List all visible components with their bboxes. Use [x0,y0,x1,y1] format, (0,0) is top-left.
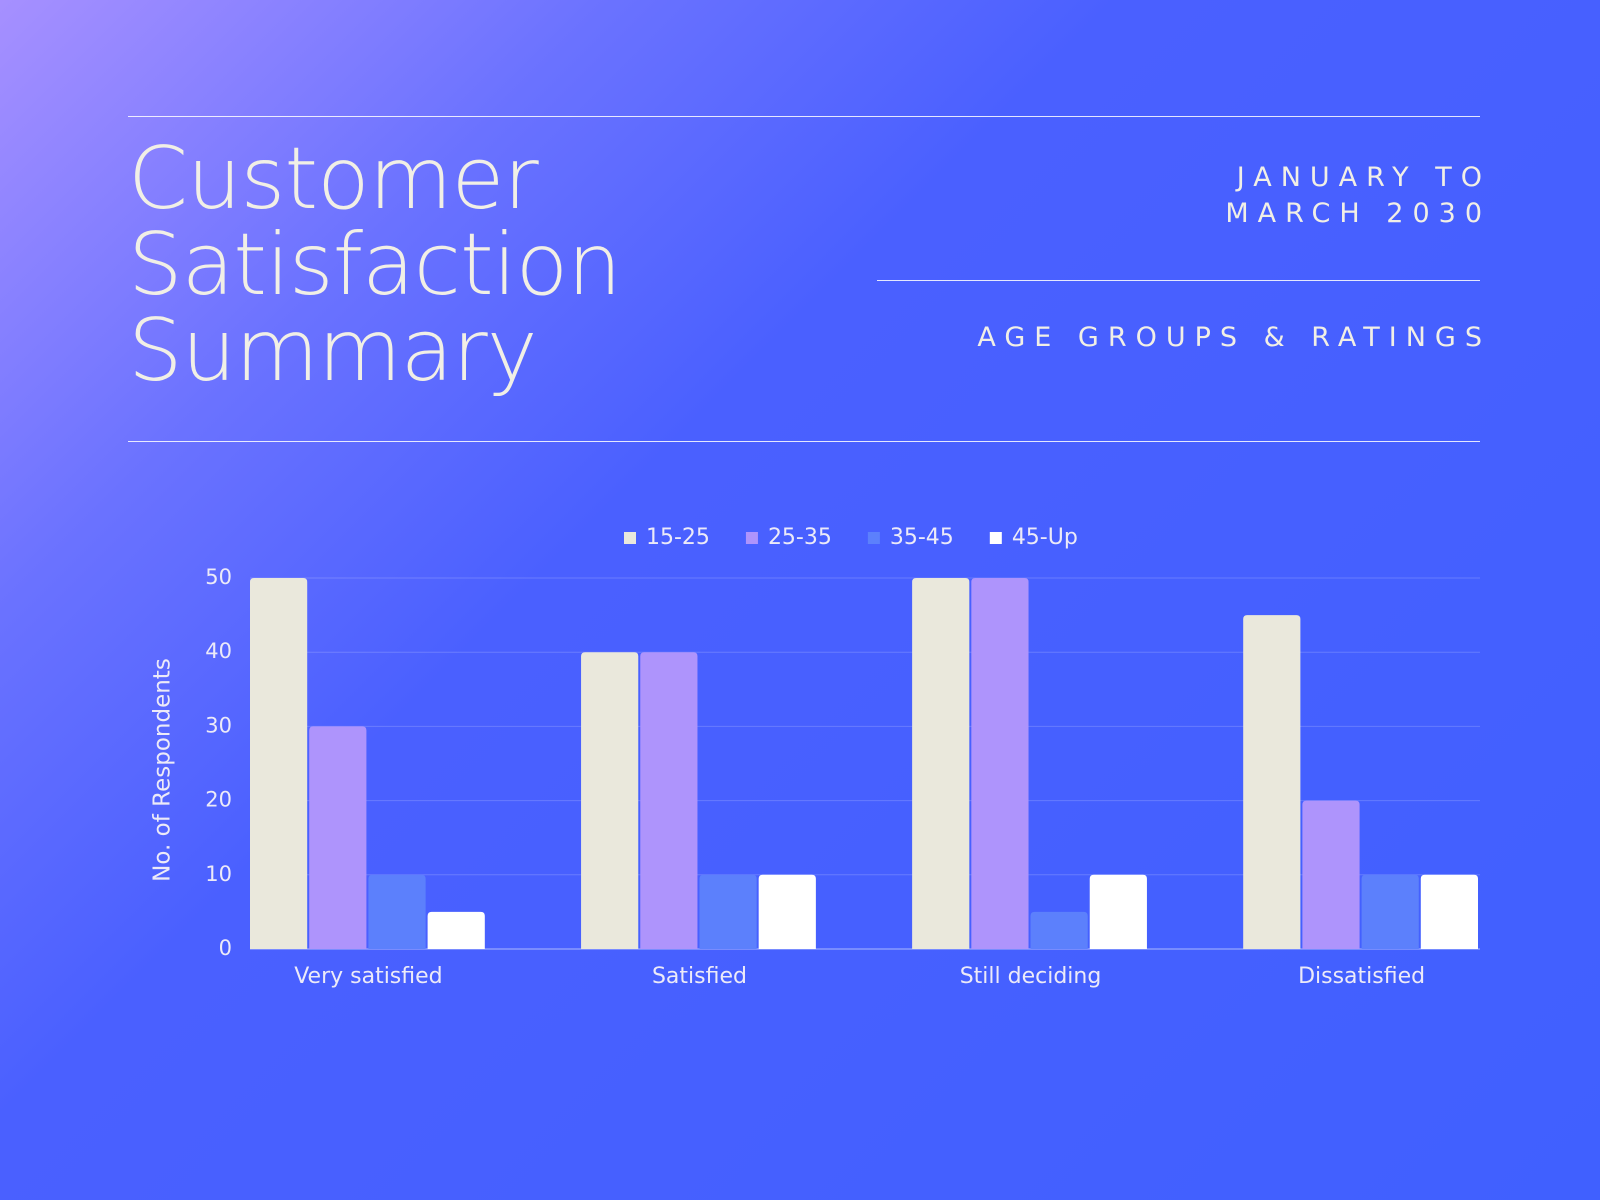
bar [427,911,485,949]
x-tick-label: Still deciding [960,964,1102,989]
bottom-rule [128,441,1480,442]
bar [368,874,426,949]
mid-rule [877,280,1480,281]
bar [1030,911,1088,949]
bar [1302,800,1360,949]
y-tick-label: 40 [205,639,232,663]
bar [1361,874,1419,949]
bar [250,578,308,949]
section-label: AGE GROUPS & RATINGS [977,322,1491,353]
legend-swatch [624,532,636,544]
y-tick-label: 20 [205,788,232,812]
title: Customer Satisfaction Summary [128,129,622,401]
x-tick-label: Satisfied [652,964,747,989]
top-rule [128,116,1480,117]
legend-swatch [745,532,758,544]
legend-label: 15-25 [646,525,710,550]
legend-label: 45-Up [1012,525,1078,550]
x-tick-label: Very satisfied [294,964,442,989]
bar [581,652,639,949]
y-axis-label: No. of Respondents [150,658,176,882]
bar [1420,874,1478,949]
legend-label: 25-35 [768,525,832,550]
bar [640,652,698,949]
bar [309,726,367,949]
date-range: JANUARY TO MARCH 2030 [1225,162,1491,229]
bar [1243,615,1301,949]
legend-label: 35-45 [890,525,954,550]
x-tick-label: Dissatisfied [1298,964,1425,989]
y-tick-label: 10 [205,862,232,886]
legend-swatch [989,532,1002,544]
y-tick-label: 50 [205,565,232,589]
bar [912,578,970,949]
y-tick-label: 30 [205,713,232,737]
y-tick-label: 0 [219,936,232,960]
bar [1089,874,1147,949]
legend-swatch [867,532,880,544]
bar [758,874,816,949]
bar [699,874,757,949]
bar [971,578,1029,949]
